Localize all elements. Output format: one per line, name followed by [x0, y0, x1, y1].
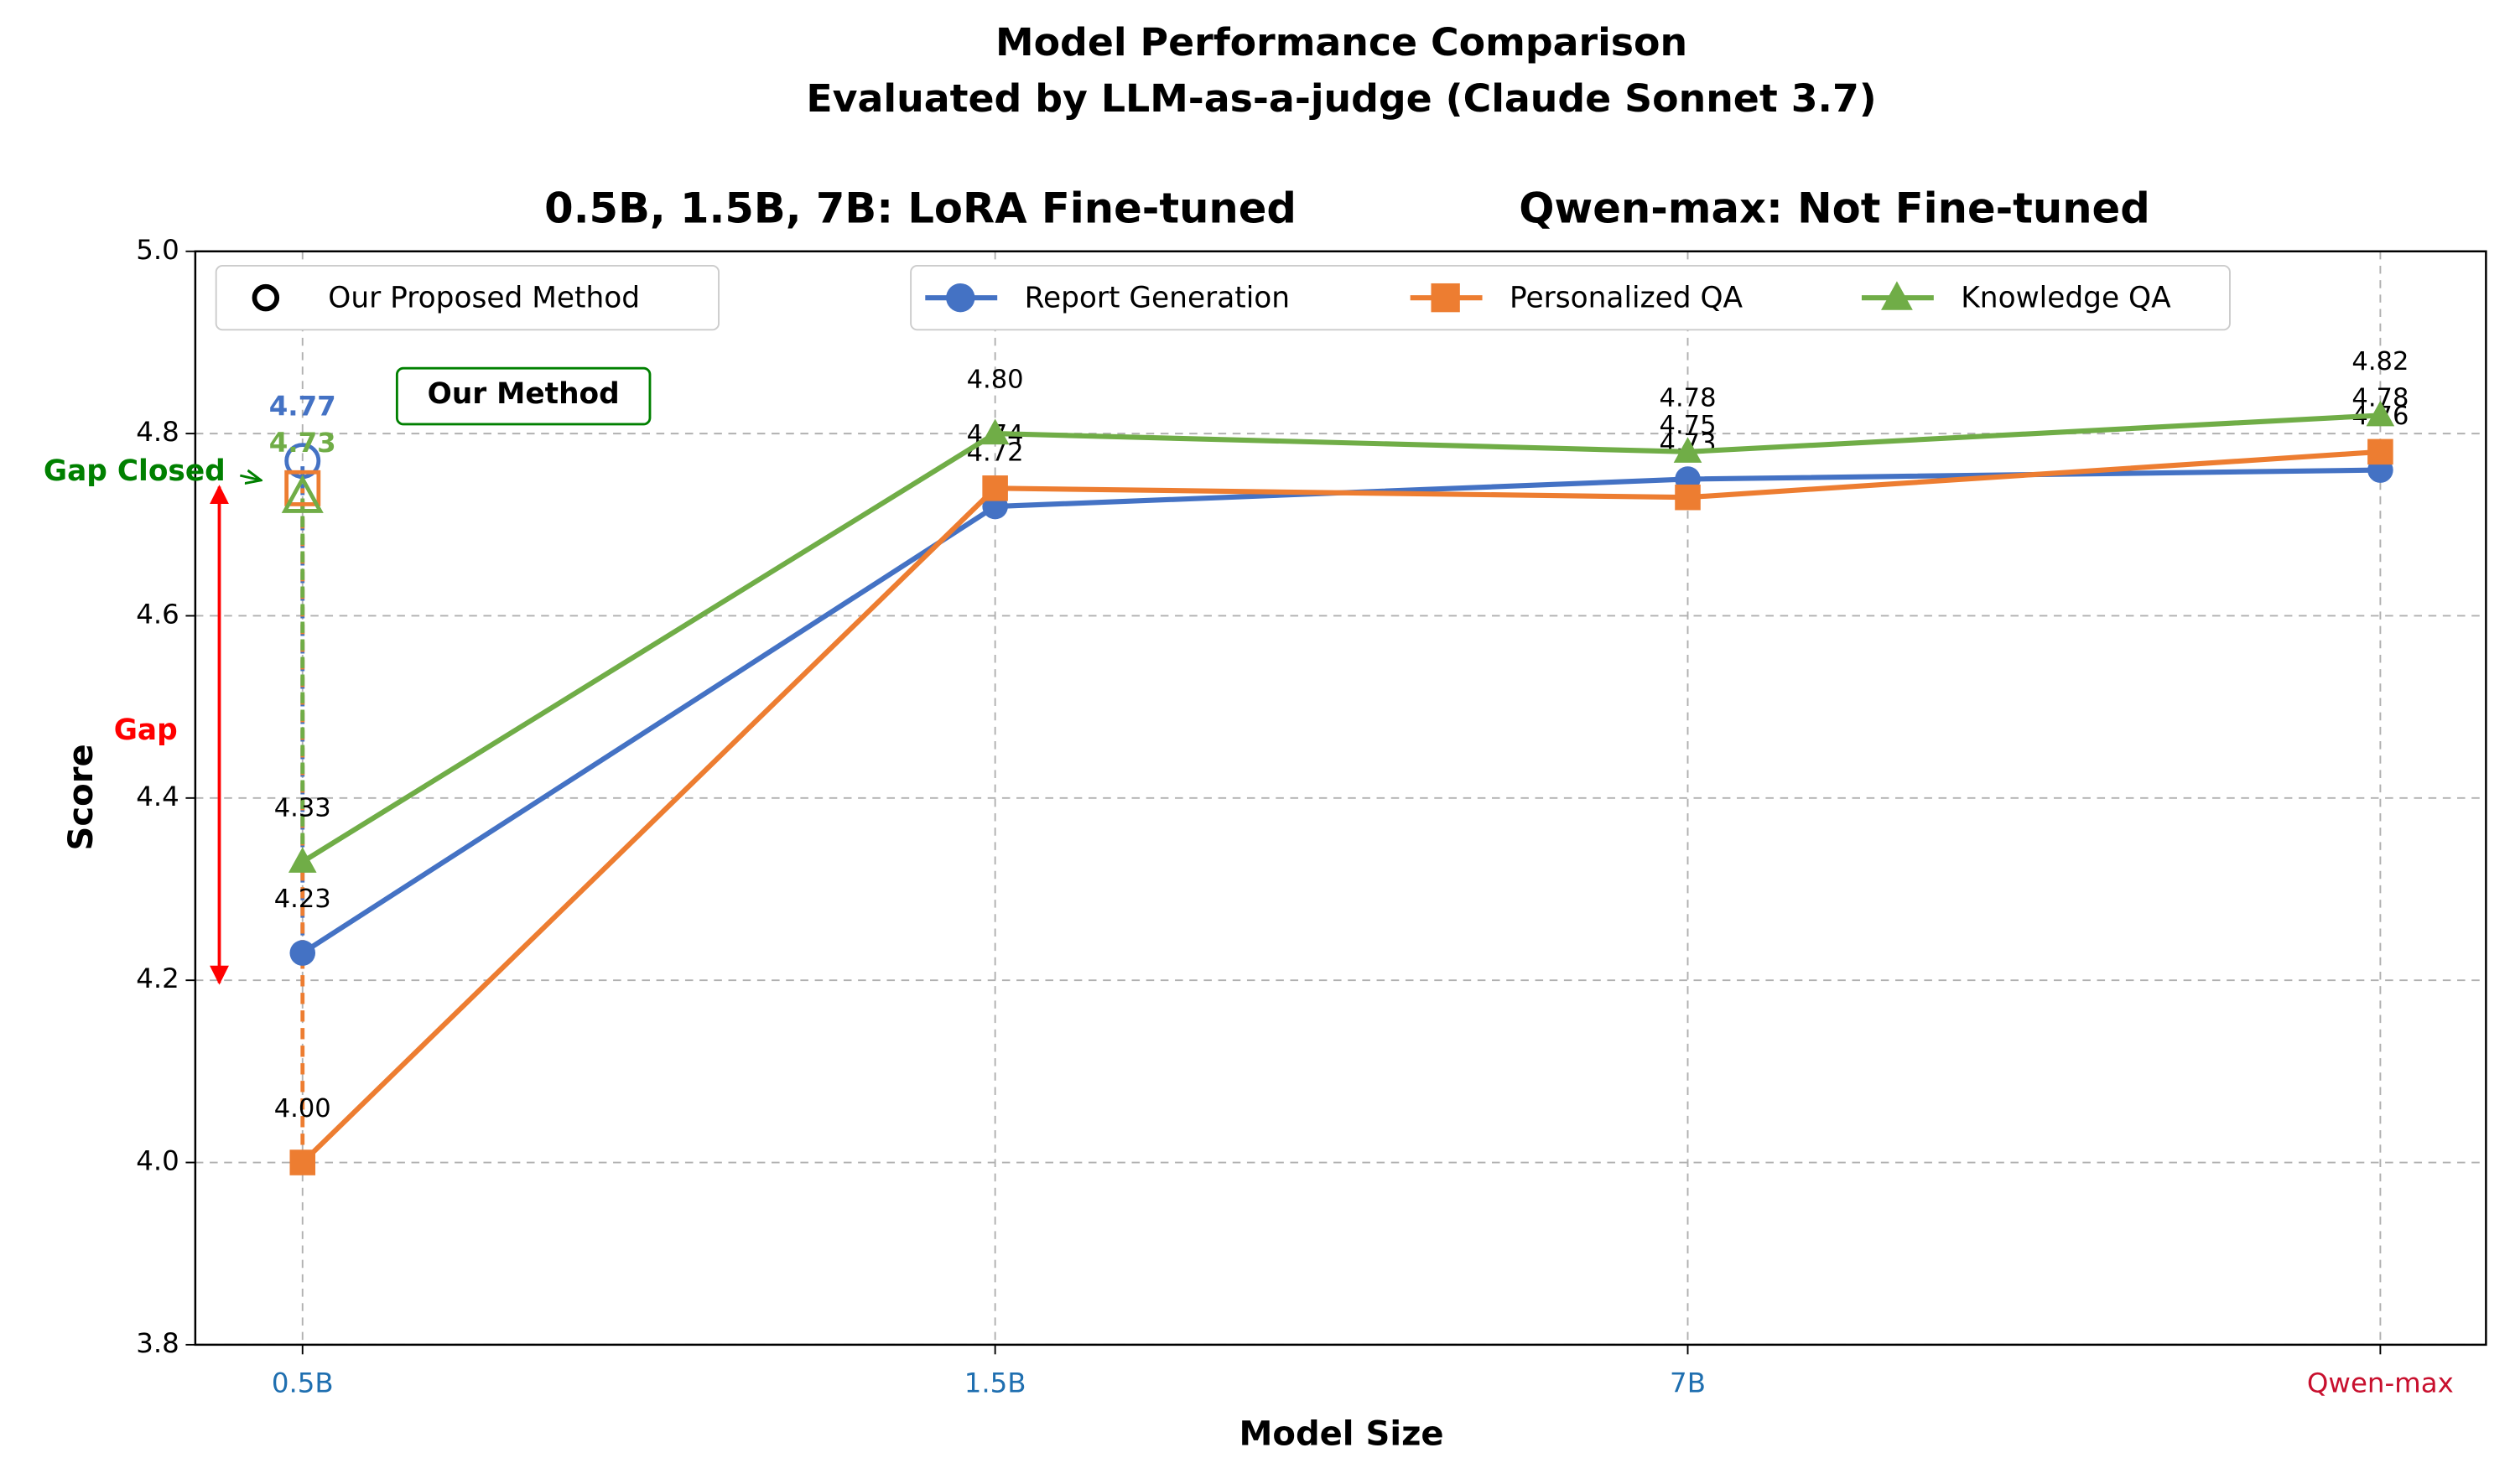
y-tick-label: 3.8 [136, 1327, 179, 1359]
annotation-arrow [239, 475, 261, 480]
proposed-label: 4.77 [269, 391, 336, 423]
proposed-point [281, 475, 324, 513]
subtitle: Qwen-max: Not Fine-tuned [1519, 184, 2150, 233]
data-point [1673, 437, 1702, 463]
proposed-label: 4.73 [269, 427, 336, 459]
legend-marker [946, 283, 975, 313]
legend-label: Personalized QA [1510, 282, 1743, 315]
legend-label: Report Generation [1025, 282, 1290, 315]
y-tick-label: 4.4 [136, 781, 179, 812]
data-point [289, 940, 316, 966]
proposed-point [284, 470, 321, 506]
plot-frame [194, 250, 2487, 1346]
x-tick-label: 1.5B [964, 1367, 1026, 1399]
y-tick-label: 5.0 [136, 234, 179, 266]
x-axis-label: Model Size [1239, 1415, 1444, 1454]
x-tick-label: 0.5B [272, 1367, 334, 1399]
y-tick-label: 4.8 [136, 416, 179, 448]
legend-marker [1431, 283, 1460, 313]
data-point [1675, 484, 1701, 511]
value-label: 4.23 [274, 885, 331, 914]
legend-label: Our Proposed Method [328, 282, 640, 315]
y-tick-label: 4.0 [136, 1145, 179, 1177]
value-label: 4.82 [2352, 347, 2409, 376]
data-point [288, 847, 317, 873]
annotation: Gap [114, 713, 178, 747]
title: Model Performance Comparison [995, 19, 1687, 65]
annotation: Gap Closed [44, 454, 226, 488]
series-line [301, 467, 2381, 956]
y-tick-label: 4.6 [136, 598, 179, 630]
annotation-box [395, 366, 652, 426]
annotation: Our Method [428, 377, 620, 411]
legend-box [910, 265, 2231, 331]
series-line [300, 449, 2381, 1165]
subtitle: 0.5B, 1.5B, 7B: LoRA Fine-tuned [544, 184, 1297, 233]
legend-label: Knowledge QA [1961, 282, 2171, 315]
data-point [982, 475, 1008, 501]
data-point [2367, 438, 2393, 465]
legend-box [215, 265, 720, 331]
title: Evaluated by LLM-as-a-judge (Claude Sonn… [806, 75, 1876, 121]
y-axis-label: Score [62, 744, 101, 850]
value-label: 4.75 [1660, 411, 1717, 440]
series-line [301, 413, 2381, 864]
value-label: 4.80 [967, 366, 1024, 395]
x-tick-label: Qwen-max [2307, 1367, 2454, 1399]
data-point [980, 418, 1010, 445]
x-tick-label: 7B [1670, 1367, 1706, 1399]
data-point [2366, 400, 2395, 427]
value-label: 4.78 [1660, 383, 1717, 413]
data-point [289, 1149, 316, 1175]
legend-marker [252, 283, 280, 312]
value-label: 4.00 [274, 1094, 331, 1123]
value-label: 4.33 [274, 793, 331, 822]
legend-marker [1881, 281, 1913, 310]
y-tick-label: 4.2 [136, 963, 179, 994]
